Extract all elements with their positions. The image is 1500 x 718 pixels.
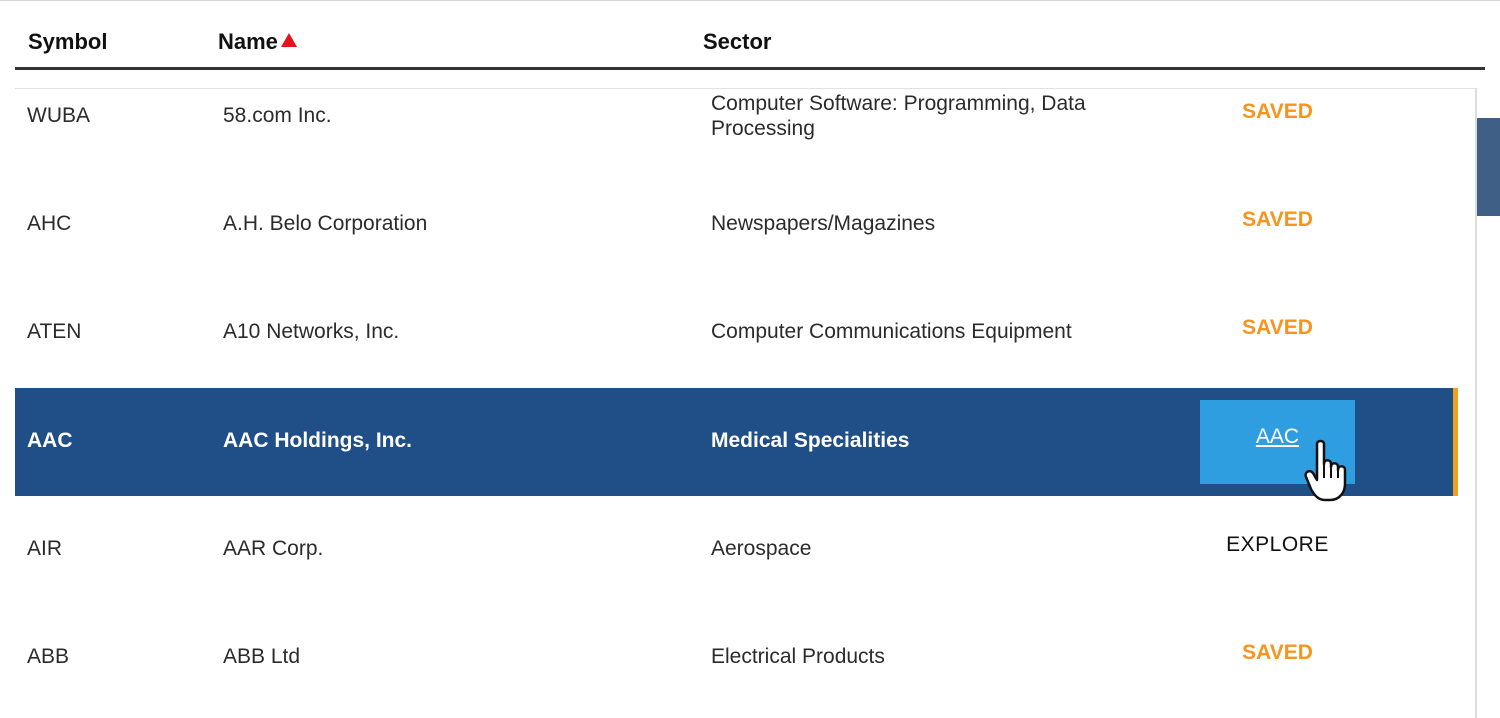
sector-cell: Medical Specialities: [711, 429, 910, 452]
table-row[interactable]: ABB ABB Ltd Electrical Products SAVED: [15, 604, 1457, 712]
name-cell: ABB Ltd: [223, 645, 301, 668]
scrollbar-thumb[interactable]: [1477, 118, 1500, 216]
sort-ascending-icon: [280, 33, 297, 47]
symbol-cell: AIR: [27, 537, 63, 560]
name-cell: AAC Holdings, Inc.: [223, 429, 412, 452]
hand-pointer-icon: [1304, 439, 1347, 502]
table-body[interactable]: WUBA 58.com Inc. Computer Software: Prog…: [15, 88, 1477, 718]
name-cell: 58.com Inc.: [223, 104, 332, 127]
name-cell: A10 Networks, Inc.: [223, 320, 400, 343]
name-cell: AAR Corp.: [223, 537, 324, 560]
name-cell: A.H. Belo Corporation: [223, 212, 428, 235]
sector-cell: Computer Communications Equipment: [711, 320, 1072, 343]
column-header-sector[interactable]: Sector: [703, 29, 772, 54]
table-row-selected[interactable]: AAC AAC Holdings, Inc. Medical Specialit…: [15, 388, 1458, 496]
symbol-cell: AAC: [27, 429, 73, 452]
list-top-border: [15, 88, 1477, 89]
sector-cell: Newspapers/Magazines: [711, 212, 936, 235]
symbol-cell: AHC: [27, 212, 72, 235]
explore-button[interactable]: EXPLORE: [1226, 533, 1329, 556]
table-row[interactable]: AIR AAR Corp. Aerospace EXPLORE: [15, 496, 1457, 604]
saved-status[interactable]: SAVED: [1242, 316, 1313, 339]
column-header-name[interactable]: Name: [218, 29, 297, 55]
saved-status[interactable]: SAVED: [1242, 100, 1313, 123]
top-divider: [0, 0, 1500, 1]
symbol-cell: ABB: [27, 645, 70, 668]
sector-cell: Aerospace: [711, 537, 812, 560]
column-header-symbol[interactable]: Symbol: [28, 29, 108, 54]
sector-cell: Computer Software: Programming, Data Pro…: [711, 92, 1086, 140]
table-row[interactable]: AHC A.H. Belo Corporation Newspapers/Mag…: [15, 196, 1457, 304]
symbol-cell: ATEN: [27, 320, 82, 343]
header-divider: [15, 67, 1485, 70]
table-header: Symbol Name Sector: [0, 0, 1500, 70]
table-row[interactable]: ATEN A10 Networks, Inc. Computer Communi…: [15, 304, 1457, 412]
sector-cell: Electrical Products: [711, 645, 885, 668]
saved-status[interactable]: SAVED: [1242, 208, 1313, 231]
symbol-cell: WUBA: [27, 104, 90, 127]
saved-status[interactable]: SAVED: [1242, 641, 1313, 664]
table-row[interactable]: WUBA 58.com Inc. Computer Software: Prog…: [15, 88, 1457, 196]
